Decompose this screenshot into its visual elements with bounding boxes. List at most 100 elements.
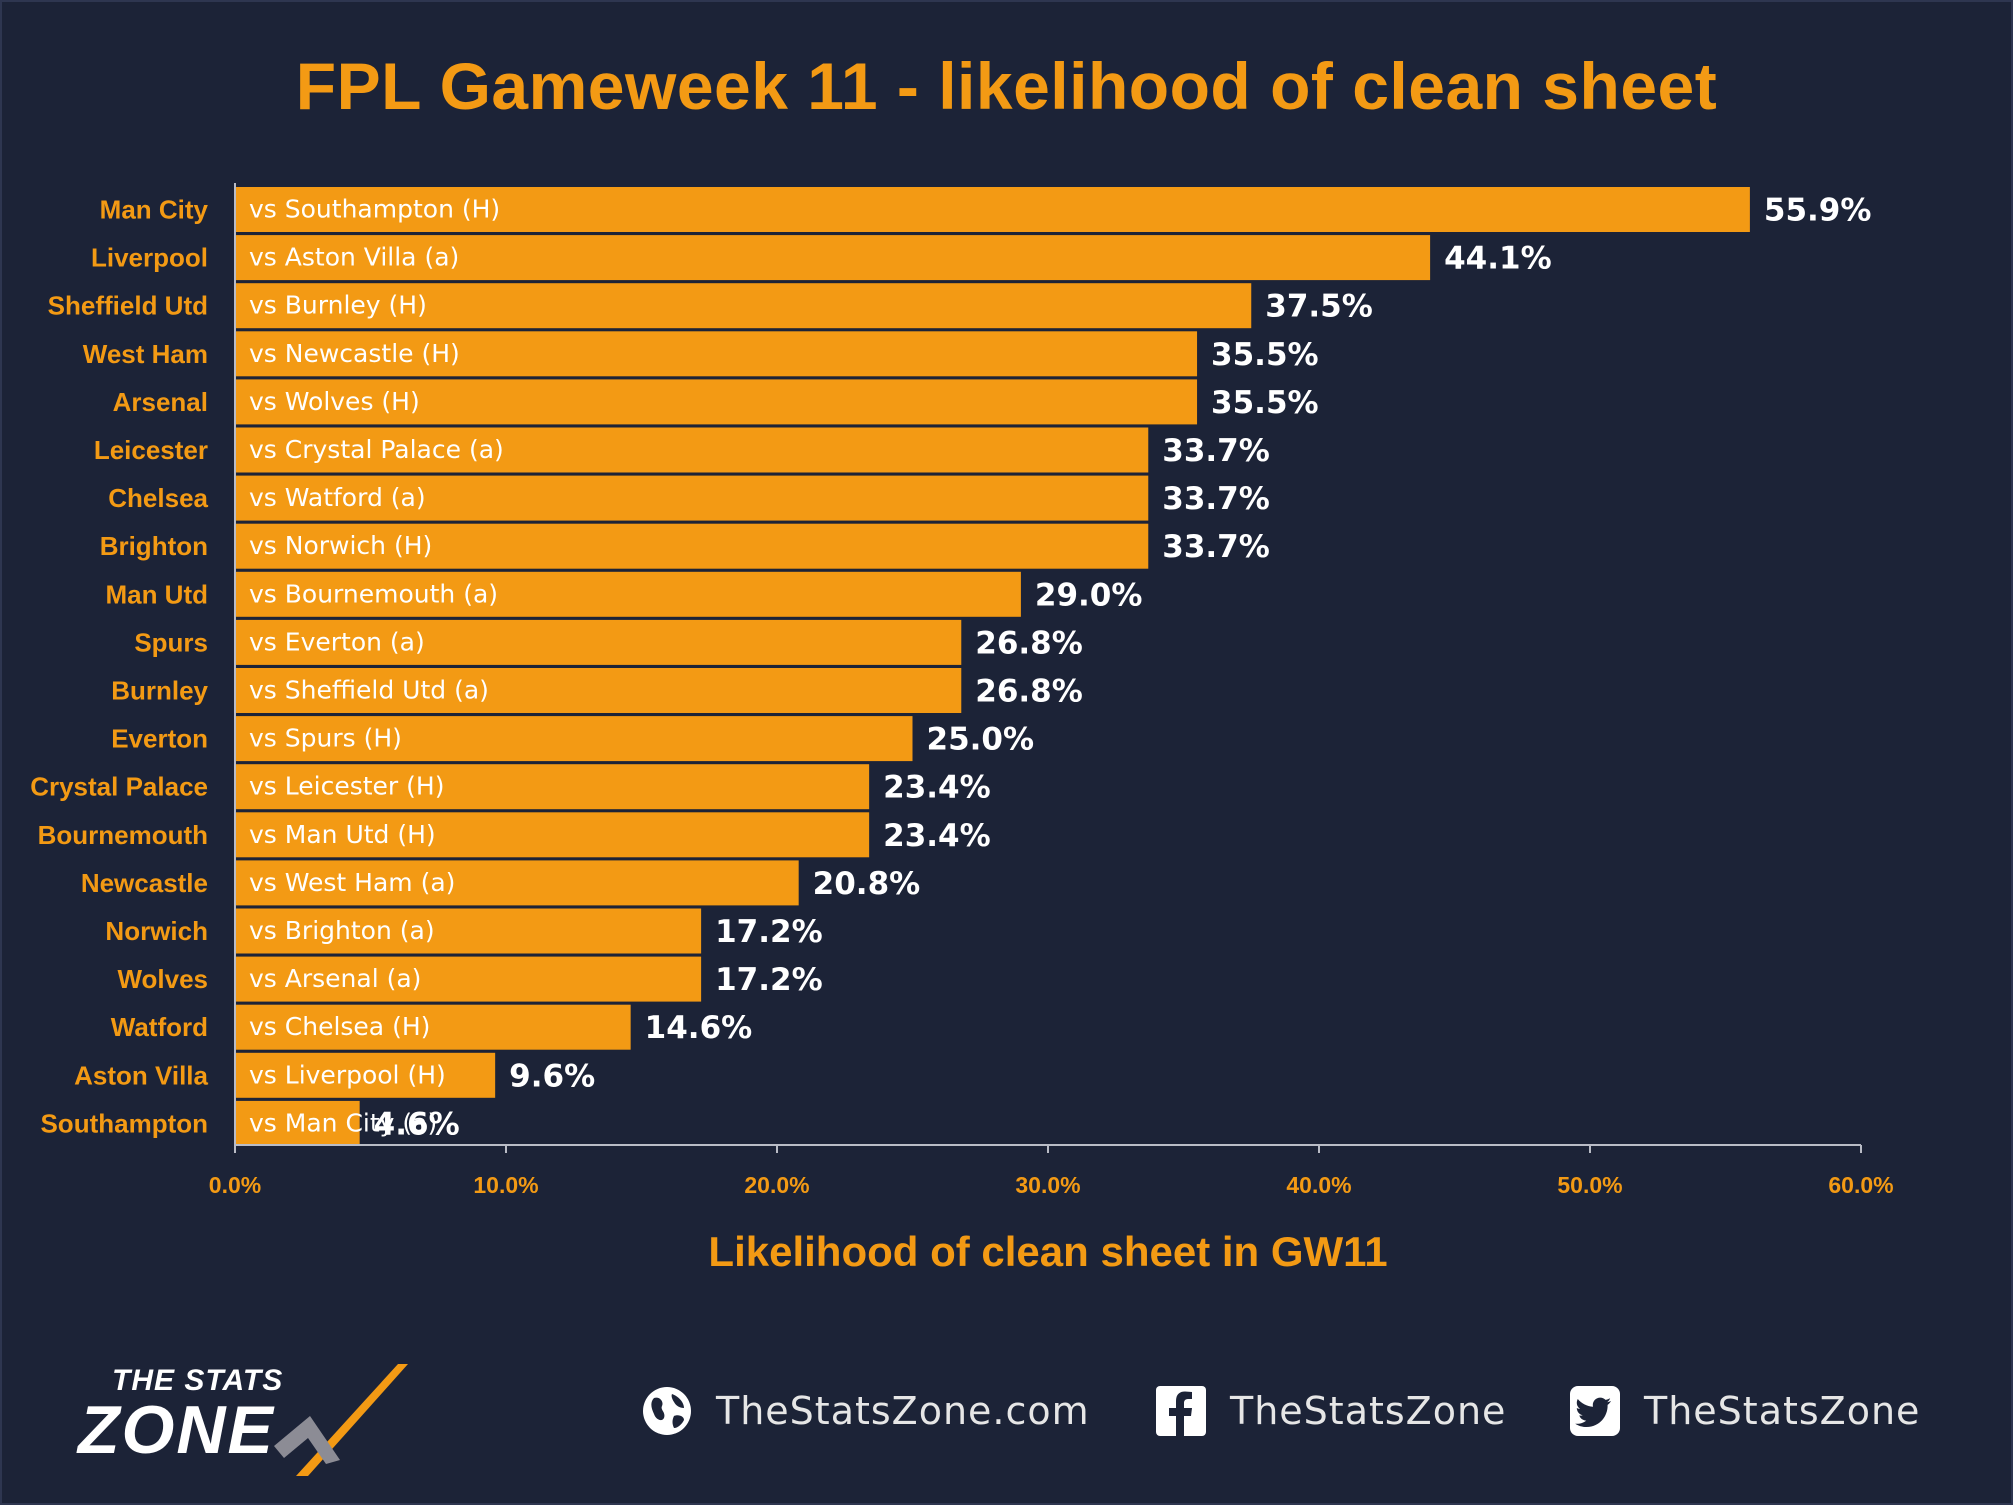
opponent-label: vs Bournemouth (a): [249, 579, 498, 608]
category-label: Man City: [100, 195, 209, 225]
x-tick-label: 40.0%: [1286, 1172, 1351, 1198]
value-label: 35.5%: [1211, 385, 1319, 421]
website-text: TheStatsZone.com: [716, 1389, 1090, 1433]
bar-10: [235, 668, 962, 713]
bar-0: [235, 187, 1750, 232]
value-label: 25.0%: [927, 722, 1035, 758]
value-label: 20.8%: [813, 866, 921, 902]
category-label: Sheffield Utd: [48, 291, 208, 321]
bar-11: [235, 716, 913, 762]
opponent-label: vs Norwich (H): [249, 531, 432, 560]
bar-8: [235, 571, 1021, 617]
bar-3: [235, 331, 1198, 377]
category-label: Brighton: [100, 531, 208, 561]
value-label: 29.0%: [1035, 577, 1143, 613]
opponent-label: vs Everton (a): [249, 627, 425, 656]
opponent-label: vs Brighton (a): [249, 916, 435, 945]
twitter-text: TheStatsZone: [1644, 1389, 1921, 1433]
opponent-label: vs Chelsea (H): [249, 1012, 430, 1041]
bar-12: [235, 764, 870, 810]
logo-swoosh-icon: [274, 1364, 408, 1476]
opponent-label: vs Burnley (H): [249, 291, 427, 320]
opponent-label: vs West Ham (a): [249, 868, 455, 897]
value-label: 23.4%: [883, 770, 991, 806]
bar-13: [235, 812, 870, 858]
bar-7: [235, 523, 1149, 569]
value-label: 17.2%: [715, 962, 823, 998]
twitter-link[interactable]: TheStatsZone: [1568, 1384, 1920, 1438]
bar-16: [235, 956, 702, 1002]
value-label: 37.5%: [1265, 289, 1373, 325]
opponent-label: vs Sheffield Utd (a): [249, 676, 489, 705]
category-label: Wolves: [117, 964, 208, 994]
bar-19: [235, 1100, 360, 1146]
facebook-icon: [1156, 1386, 1206, 1436]
value-label: 23.4%: [883, 818, 991, 854]
x-axis-label: Likelihood of clean sheet in GW11: [708, 1228, 1387, 1275]
category-label: Bournemouth: [38, 820, 208, 850]
category-label: Arsenal: [113, 387, 208, 417]
category-label: Newcastle: [81, 868, 208, 898]
bar-6: [235, 475, 1149, 521]
value-label: 26.8%: [975, 625, 1083, 661]
value-label: 44.1%: [1444, 241, 1552, 277]
x-tick-label: 30.0%: [1015, 1172, 1080, 1198]
bar-15: [235, 908, 702, 954]
opponent-label: vs Wolves (H): [249, 387, 420, 416]
value-label: 33.7%: [1162, 433, 1270, 469]
bar-9: [235, 619, 962, 665]
category-label: Watford: [111, 1012, 208, 1042]
value-label: 33.7%: [1162, 529, 1270, 565]
opponent-label: vs Watford (a): [249, 483, 426, 512]
category-label: Leicester: [94, 435, 208, 465]
opponent-label: vs Southampton (H): [249, 195, 500, 224]
bar-18: [235, 1052, 496, 1098]
value-label: 26.8%: [975, 674, 1083, 710]
opponent-label: vs Man Utd (H): [249, 820, 436, 849]
value-label: 35.5%: [1211, 337, 1319, 373]
category-label: Burnley: [111, 676, 208, 706]
bar-17: [235, 1004, 631, 1050]
category-label: Crystal Palace: [30, 772, 208, 802]
value-label: 9.6%: [509, 1058, 595, 1094]
opponent-label: vs Crystal Palace (a): [249, 435, 504, 464]
bar-14: [235, 860, 799, 906]
opponent-label: vs Man City (a): [249, 1108, 437, 1137]
globe-icon: [643, 1387, 691, 1435]
bar-1: [235, 235, 1431, 281]
bar-chart: Man City vs Southampton (H) 55.9% Liverpool…: [30, 183, 1894, 1275]
x-tick-label: 50.0%: [1557, 1172, 1622, 1198]
x-tick-label: 20.0%: [744, 1172, 809, 1198]
category-label: Norwich: [105, 916, 208, 946]
opponent-label: vs Spurs (H): [249, 724, 402, 753]
value-label: 55.9%: [1764, 193, 1872, 229]
opponent-label: vs Leicester (H): [249, 772, 444, 801]
chart-title: FPL Gameweek 11 - likelihood of clean sh…: [295, 49, 1718, 123]
facebook-link[interactable]: TheStatsZone: [1154, 1384, 1506, 1438]
value-label: 14.6%: [645, 1010, 753, 1046]
opponent-label: vs Newcastle (H): [249, 339, 460, 368]
category-label: Spurs: [134, 627, 208, 657]
facebook-text: TheStatsZone: [1230, 1389, 1507, 1433]
bar-4: [235, 379, 1198, 425]
value-label: 33.7%: [1162, 481, 1270, 517]
category-label: West Ham: [83, 339, 208, 369]
value-label: 4.6%: [374, 1106, 460, 1142]
category-label: Chelsea: [108, 483, 208, 513]
opponent-label: vs Aston Villa (a): [249, 243, 459, 272]
category-label: Man Utd: [105, 579, 208, 609]
category-label: Liverpool: [91, 243, 208, 273]
x-tick-label: 0.0%: [209, 1172, 261, 1198]
x-tick-label: 10.0%: [473, 1172, 538, 1198]
logo-text-bottom: ZONE: [78, 1392, 275, 1468]
twitter-icon: [1570, 1386, 1620, 1436]
opponent-label: vs Arsenal (a): [249, 964, 421, 993]
x-tick-label: 60.0%: [1828, 1172, 1893, 1198]
website-link[interactable]: TheStatsZone.com: [640, 1384, 1090, 1438]
logo-text-top: THE STATS: [112, 1364, 284, 1397]
opponent-label: vs Liverpool (H): [249, 1060, 446, 1089]
stats-zone-logo: THE STATS ZONE: [78, 1360, 438, 1480]
bar-5: [235, 427, 1149, 473]
category-label: Everton: [111, 724, 208, 754]
category-label: Southampton: [40, 1108, 208, 1138]
